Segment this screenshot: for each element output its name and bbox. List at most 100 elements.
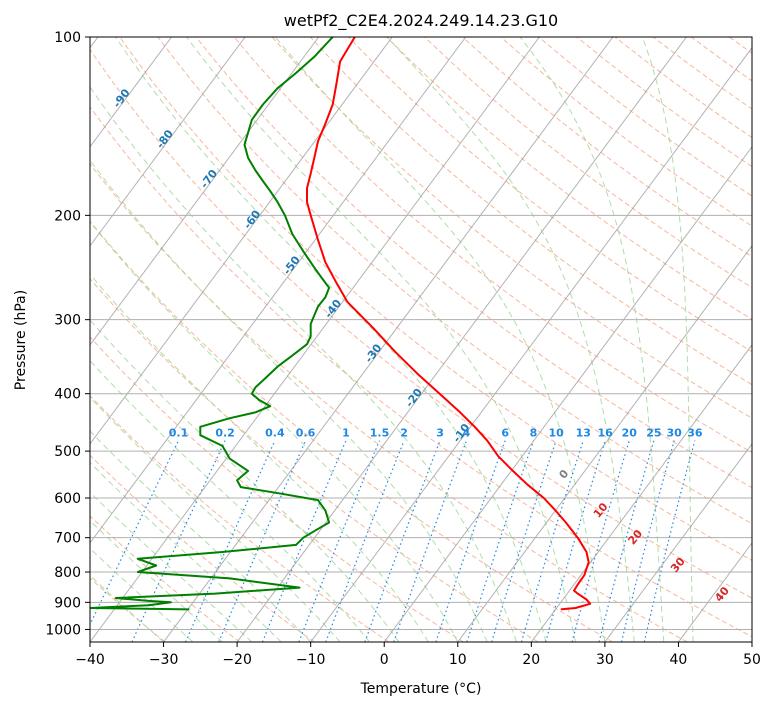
temperature-profile-line [306,37,592,611]
moist-adiabat-line [186,37,576,642]
isotherm-line [90,37,320,346]
mixing-ratio-line [90,440,180,627]
mixing-ratio-line [393,440,468,642]
isotherm-line [236,37,687,642]
dry-adiabat-line [90,394,390,642]
moist-adiabat-line [641,37,694,642]
y-tick-label: 200 [54,208,81,224]
isotherm-line [530,344,752,642]
mixing-ratio-label: 0.1 [169,427,189,440]
mixing-ratio-label: 25 [646,427,661,440]
mixing-ratio-line [261,440,347,642]
x-axis-label: Temperature (°C) [360,681,482,697]
x-tick-label: −20 [222,652,252,668]
dry-adiabat-line [348,37,752,353]
mixing-ratio-line [364,440,441,642]
mixing-ratio-label: 6 [501,427,509,440]
dry-adiabat-line [119,37,752,561]
isotherm-line [604,443,752,642]
isotherm-line [163,37,614,642]
isotherm-line [90,37,540,642]
isotherm-line [310,46,752,642]
x-tick-label: −10 [296,652,326,668]
moist-adiabat-line [90,396,341,642]
x-tick-label: 30 [596,652,614,668]
dry-adiabat-line [233,37,752,454]
y-tick-label: 800 [54,565,81,581]
pressure-gridlines [90,37,752,630]
moist-adiabat-line [90,221,459,642]
plot-area: -100-90-80-70-60-50-40-30-20-100.10.20.4… [90,37,752,642]
isotherm-line [457,245,752,642]
y-tick-label: 300 [54,313,81,329]
x-axis: −40 −30 −20 −10 0 10 20 30 40 50 [75,642,761,668]
moist-adiabat-line [519,37,665,642]
y-tick-label: 500 [54,444,81,460]
skewed-isotherms [90,37,752,642]
moist-adiabat-line [115,37,547,642]
dry-adiabat-line [90,220,613,642]
mixing-ratio-label: 13 [576,427,591,440]
dry-adiabat-line [90,577,166,642]
mixing-ratio-label: 0.4 [265,427,285,440]
mixing-ratio-line [435,440,506,642]
mixing-ratio-lines [90,440,696,642]
dry-adiabat-line [90,278,539,642]
isotherm-line [90,37,393,445]
isotherm-line [383,145,752,642]
y-tick-label: 600 [54,491,81,507]
y-tick-label: 400 [54,387,81,403]
mixing-ratio-line [491,440,557,642]
x-tick-label: 20 [522,652,540,668]
mixing-ratio-label: 10 [548,427,564,440]
mixing-ratio-label: 36 [687,427,703,440]
profile-series [90,37,592,611]
isotherm-line [90,37,467,544]
moist-adiabat-line [90,86,518,642]
y-tick-label: 100 [54,30,81,46]
mixing-ratio-label: 16 [598,427,614,440]
moist-adiabat-line [386,37,635,642]
mixing-ratio-line [298,440,381,642]
y-tick-label: 900 [54,595,81,611]
moist-adiabat-line [90,359,370,642]
x-tick-label: 40 [669,652,687,668]
x-tick-label: −30 [149,652,179,668]
y-axis-label: Pressure (hPa) [13,290,29,390]
chart-title: wetPf2_C2E4.2024.249.14.23.G10 [284,11,558,31]
moist-adiabat-line [274,37,606,642]
dry-adiabat-line [157,37,752,525]
dry-adiabat-line [386,37,752,320]
dewpoint-profile-line [90,37,334,611]
mixing-ratio-line [466,440,535,642]
x-tick-label: 10 [449,652,467,668]
dry-adiabat-line [424,37,752,289]
y-tick-label: 1000 [45,622,81,638]
dry-adiabat-line [195,37,752,489]
mixing-ratio-label: 3 [436,427,444,440]
moist-adiabat-line [90,430,312,642]
isotherm-line [90,37,172,148]
mixing-ratio-label: 1 [342,427,350,440]
x-tick-label: 0 [380,652,389,668]
mixing-ratio-label: 0.2 [215,427,235,440]
isotherm-line [90,37,246,247]
mixing-ratio-label: 8 [530,427,538,440]
dry-adiabat-line [90,48,752,599]
x-tick-label: −40 [75,652,105,668]
moist-adiabat-line [90,159,488,642]
dry-adiabat-line [90,515,241,642]
y-tick-label: 700 [54,531,81,547]
mixing-ratio-label: 20 [622,427,638,440]
mixing-ratio-label: 0.6 [296,427,316,440]
x-tick-label: 50 [743,652,761,668]
mixing-ratio-label: 2 [400,427,408,440]
dry-adiabats [90,37,752,642]
mixing-ratio-label: 30 [667,427,683,440]
y-axis: 100 200 300 400 500 600 700 800 900 1000 [45,30,90,638]
plot-frame [89,36,753,643]
mixing-ratio-label: 1.5 [370,427,390,440]
dry-adiabat-line [271,37,752,419]
dry-adiabat-line [90,336,464,642]
